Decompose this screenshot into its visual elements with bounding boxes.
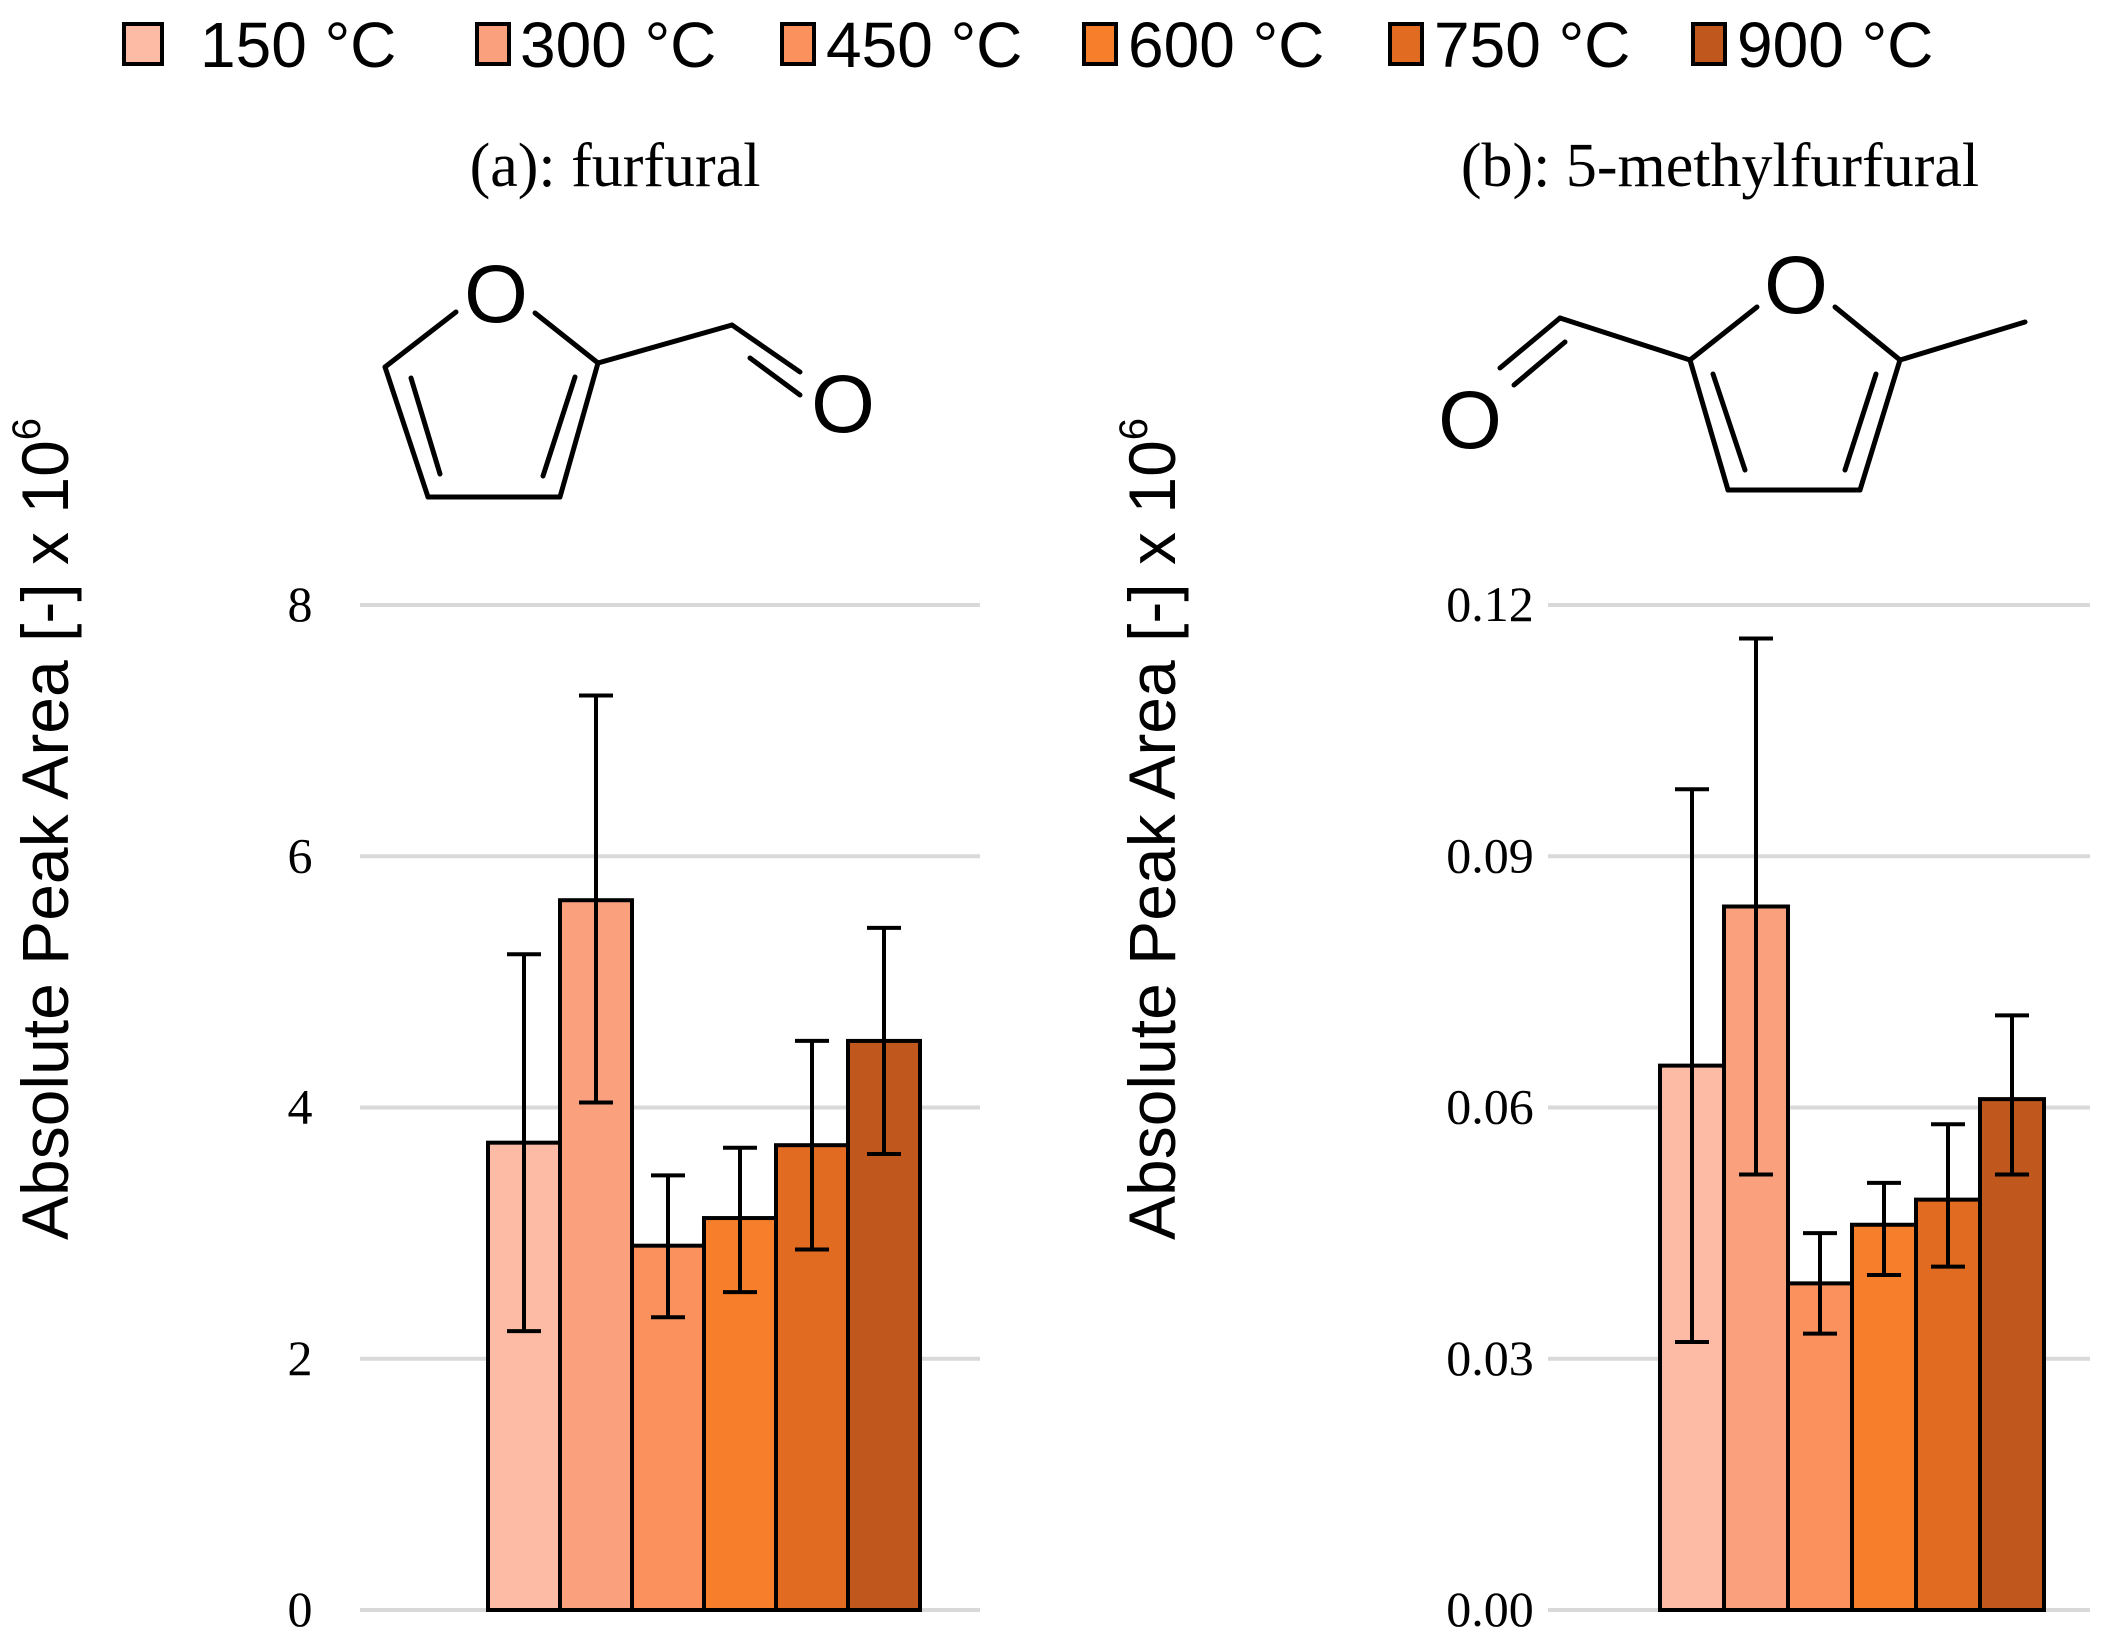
y-tick-label: 4: [288, 1079, 313, 1135]
methylfurfural-ring-oxygen: O: [1764, 240, 1828, 331]
furfural-ring-oxygen: O: [464, 249, 528, 340]
chart-panel-furfural: 0 2 4 6 8: [288, 576, 980, 1637]
furfural-carbonyl-oxygen: O: [811, 359, 875, 450]
y-axis-label-b: Absolute Peak Area [-] x 106: [1112, 418, 1189, 1240]
methylfurfural-bond: [1511, 339, 1568, 388]
legend-item-450: 450 °C: [780, 9, 1022, 81]
furfural-bond: [532, 310, 601, 366]
methylfurfural-bond: [1687, 304, 1760, 363]
y-tick-label: 0.09: [1446, 827, 1534, 883]
methylfurfural-bond: [1497, 315, 1563, 371]
legend-item-150: 150 °C: [122, 9, 396, 81]
legend-label: 450 °C: [826, 9, 1022, 81]
methylfurfural-bond: [1710, 371, 1748, 473]
furfural-bond: [747, 355, 803, 398]
y-tick-label: 8: [288, 576, 313, 632]
methylfurfural-carbonyl-oxygen: O: [1438, 375, 1502, 466]
legend-swatch: [780, 22, 816, 66]
chart-panel-methylfurfural: 0.00 0.03 0.06 0.09 0.12: [1446, 576, 2090, 1637]
y-tick-label: 0.12: [1446, 576, 1534, 632]
legend-label: 900 °C: [1737, 9, 1933, 81]
furfural-bond: [408, 375, 443, 477]
y-axis-label-text: Absolute Peak Area [-] x 10: [1115, 440, 1189, 1240]
y-axis-label-a: Absolute Peak Area [-] x 106: [5, 418, 82, 1240]
legend-label: 150 °C: [200, 9, 396, 81]
methylfurfural-bond: [1687, 357, 1731, 493]
y-tick-label: 6: [288, 827, 313, 883]
legend-swatch: [475, 22, 511, 66]
legend-label: 300 °C: [520, 9, 716, 81]
methylfurfural-bond: [1842, 371, 1879, 473]
legend-label: 600 °C: [1128, 9, 1324, 81]
methylfurfural-bond: [1832, 304, 1903, 363]
legend-item-300: 300 °C: [475, 9, 716, 81]
furfural-bond: [382, 309, 459, 370]
legend: 150 °C 300 °C 450 °C 600 °C 750 °C 900 °…: [122, 9, 1933, 81]
furfural-bond: [540, 374, 578, 479]
y-axis-label-sup: 6: [1112, 418, 1156, 440]
y-tick-label: 0: [288, 1581, 313, 1637]
legend-label: 750 °C: [1434, 9, 1630, 81]
y-tick-label: 0.06: [1446, 1079, 1534, 1135]
legend-item-750: 750 °C: [1388, 9, 1630, 81]
legend-swatch: [1388, 22, 1424, 66]
furfural-bond: [595, 322, 735, 366]
bar: [1850, 1222, 1918, 1612]
furfural-structure: O O: [382, 249, 875, 500]
y-tick-label: 2: [288, 1330, 313, 1386]
y-tick-label: 0.03: [1446, 1330, 1534, 1386]
panel-b-title: (b): 5-methylfurfural: [1461, 132, 1979, 200]
y-axis-label-text: Absolute Peak Area [-] x 10: [8, 440, 82, 1240]
legend-item-900: 900 °C: [1691, 9, 1933, 81]
legend-swatch: [1082, 22, 1118, 66]
methylfurfural-bond: [1557, 315, 1693, 363]
furfural-bond: [729, 322, 803, 375]
methylfurfural-bond: [1897, 319, 2028, 363]
methylfurfural-structure: O O: [1438, 240, 2028, 493]
legend-item-600: 600 °C: [1082, 9, 1324, 81]
bar: [1978, 1097, 2046, 1612]
legend-swatch: [1691, 22, 1727, 66]
legend-swatch: [122, 22, 164, 66]
panel-a-title: (a): furfural: [470, 132, 761, 200]
furfural-bond: [557, 360, 601, 500]
methylfurfural-bond: [1857, 357, 1903, 493]
y-axis-label-sup: 6: [5, 418, 49, 440]
furfural-bond: [382, 364, 431, 500]
y-tick-label: 0.00: [1446, 1581, 1534, 1637]
